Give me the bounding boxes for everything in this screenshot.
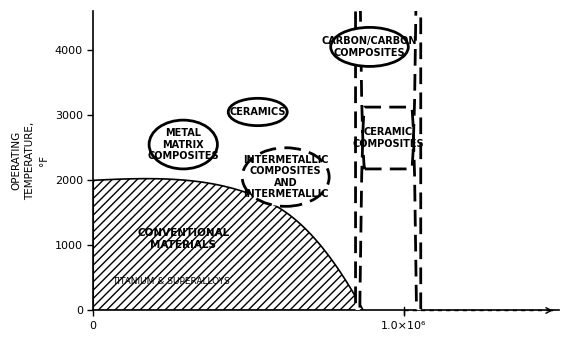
Text: CARBON/CARBON
COMPOSITES: CARBON/CARBON COMPOSITES [321, 36, 417, 58]
Ellipse shape [242, 148, 329, 206]
Text: CERAMICS: CERAMICS [230, 107, 286, 117]
Text: CONVENTIONAL
MATERIALS: CONVENTIONAL MATERIALS [137, 228, 229, 250]
Polygon shape [93, 179, 363, 311]
Text: TITANIUM & SUPERALLOYS: TITANIUM & SUPERALLOYS [112, 277, 230, 286]
Ellipse shape [149, 120, 217, 169]
Text: CERAMIC
COMPOSITES: CERAMIC COMPOSITES [352, 127, 424, 149]
FancyBboxPatch shape [356, 0, 421, 342]
Ellipse shape [331, 27, 408, 66]
Text: METAL
MATRIX
COMPOSITES: METAL MATRIX COMPOSITES [148, 128, 219, 161]
Ellipse shape [228, 98, 287, 126]
Y-axis label: OPERATING
TEMPERATURE,
°F: OPERATING TEMPERATURE, °F [11, 122, 49, 200]
Text: INTERMETALLIC
COMPOSITES
AND
INTERMETALLIC: INTERMETALLIC COMPOSITES AND INTERMETALL… [243, 155, 328, 199]
